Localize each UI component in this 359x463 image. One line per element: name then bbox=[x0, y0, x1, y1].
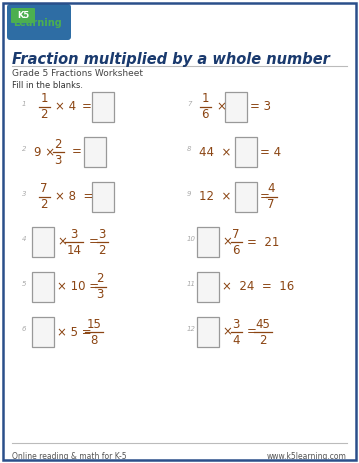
Text: 2: 2 bbox=[96, 273, 104, 286]
Text: 15: 15 bbox=[87, 318, 102, 331]
Bar bbox=[235, 182, 257, 212]
Text: =: = bbox=[82, 100, 92, 113]
Text: =  21: = 21 bbox=[247, 236, 279, 249]
Text: =: = bbox=[72, 145, 82, 158]
Text: ×: × bbox=[222, 325, 232, 338]
Text: 1: 1 bbox=[22, 101, 27, 107]
Text: 2: 2 bbox=[259, 333, 267, 346]
Text: 9: 9 bbox=[187, 191, 191, 197]
Text: 8: 8 bbox=[187, 146, 191, 152]
Text: 3: 3 bbox=[22, 191, 27, 197]
Text: × 8  =: × 8 = bbox=[55, 190, 93, 204]
Text: = 4: = 4 bbox=[260, 145, 281, 158]
Text: × 10 =: × 10 = bbox=[57, 281, 99, 294]
Text: 3: 3 bbox=[96, 288, 104, 301]
FancyBboxPatch shape bbox=[11, 8, 35, 23]
Text: Fraction multiplied by a whole number: Fraction multiplied by a whole number bbox=[12, 52, 330, 67]
Text: Online reading & math for K-5: Online reading & math for K-5 bbox=[12, 452, 127, 461]
Text: =: = bbox=[260, 190, 270, 204]
Bar bbox=[235, 137, 257, 167]
Text: 14: 14 bbox=[66, 244, 81, 257]
Text: 6: 6 bbox=[232, 244, 240, 257]
Text: 7: 7 bbox=[267, 199, 275, 212]
Text: 1: 1 bbox=[201, 93, 209, 106]
Text: 3: 3 bbox=[232, 318, 240, 331]
Text: 2: 2 bbox=[22, 146, 27, 152]
Text: 44  ×: 44 × bbox=[199, 145, 231, 158]
Text: 2: 2 bbox=[40, 108, 48, 121]
Text: Grade 5 Fractions Worksheet: Grade 5 Fractions Worksheet bbox=[12, 69, 143, 78]
Text: × 4: × 4 bbox=[55, 100, 76, 113]
Text: 7: 7 bbox=[40, 182, 48, 195]
Text: 11: 11 bbox=[187, 281, 196, 287]
Text: 12: 12 bbox=[187, 326, 196, 332]
Text: 12  ×: 12 × bbox=[199, 190, 231, 204]
Bar bbox=[32, 227, 54, 257]
Bar bbox=[92, 92, 114, 122]
Text: 5: 5 bbox=[22, 281, 27, 287]
Text: 6: 6 bbox=[22, 326, 27, 332]
Text: 10: 10 bbox=[187, 236, 196, 242]
Bar bbox=[92, 182, 114, 212]
Text: 1: 1 bbox=[40, 93, 48, 106]
Bar bbox=[197, 227, 219, 257]
Text: 7: 7 bbox=[187, 101, 191, 107]
Text: 4: 4 bbox=[267, 182, 275, 195]
Text: 3: 3 bbox=[54, 154, 62, 167]
Text: 7: 7 bbox=[232, 227, 240, 240]
Text: =: = bbox=[89, 236, 99, 249]
Text: 9 ×: 9 × bbox=[34, 145, 55, 158]
Bar bbox=[84, 137, 106, 167]
Text: 8: 8 bbox=[90, 333, 98, 346]
Bar bbox=[197, 317, 219, 347]
Text: 6: 6 bbox=[201, 108, 209, 121]
Text: ×: × bbox=[222, 236, 232, 249]
Text: 4: 4 bbox=[232, 333, 240, 346]
Text: 3: 3 bbox=[70, 227, 78, 240]
Text: =: = bbox=[247, 325, 257, 338]
Text: 3: 3 bbox=[98, 227, 106, 240]
Bar bbox=[32, 317, 54, 347]
Bar bbox=[197, 272, 219, 302]
Text: Learning: Learning bbox=[13, 18, 61, 28]
Text: = 3: = 3 bbox=[250, 100, 271, 113]
Text: www.k5learning.com: www.k5learning.com bbox=[267, 452, 347, 461]
Bar bbox=[225, 92, 247, 122]
Text: 2: 2 bbox=[98, 244, 106, 257]
Text: 4: 4 bbox=[22, 236, 27, 242]
Text: × 5 =: × 5 = bbox=[57, 325, 92, 338]
Bar bbox=[32, 272, 54, 302]
Text: K5: K5 bbox=[17, 11, 29, 20]
Text: ×  24  =  16: × 24 = 16 bbox=[222, 281, 294, 294]
Text: ×: × bbox=[57, 236, 67, 249]
Text: ×: × bbox=[216, 100, 226, 113]
Text: 2: 2 bbox=[40, 199, 48, 212]
FancyBboxPatch shape bbox=[7, 4, 71, 40]
Text: 2: 2 bbox=[54, 138, 62, 150]
Text: 45: 45 bbox=[256, 318, 270, 331]
Text: Fill in the blanks.: Fill in the blanks. bbox=[12, 81, 83, 90]
